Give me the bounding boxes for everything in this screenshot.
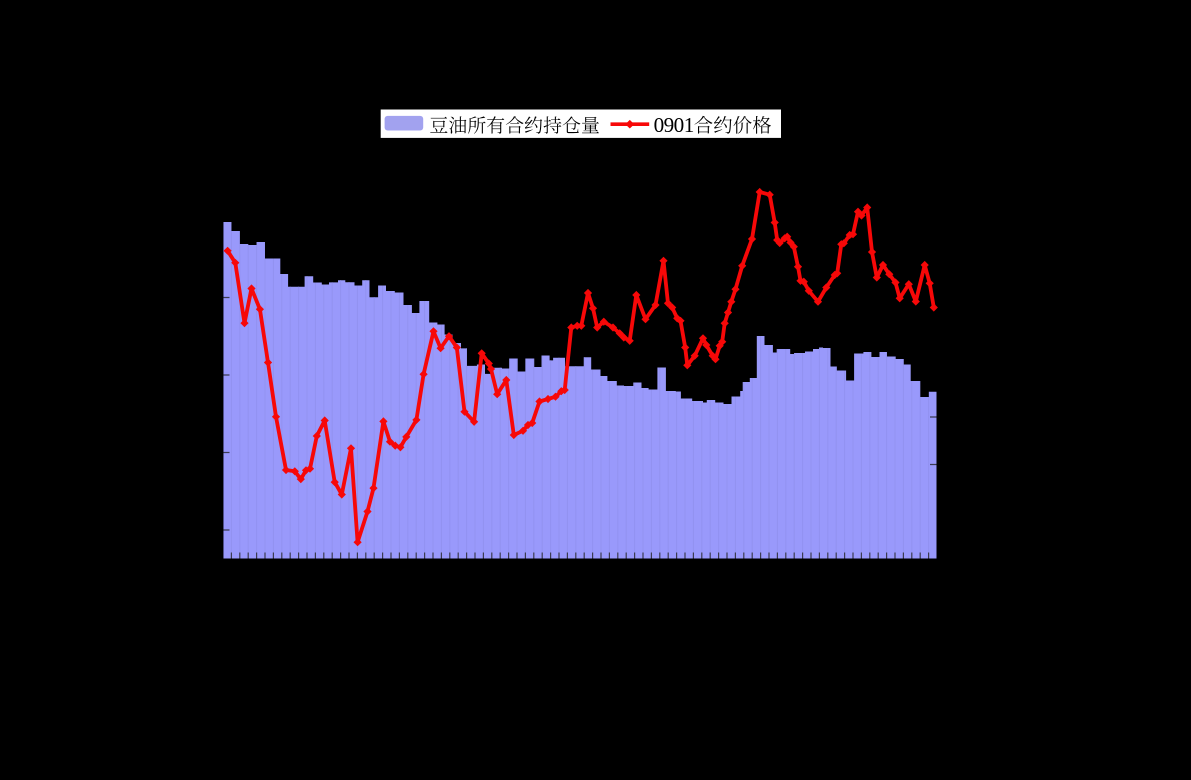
svg-text:0901: 0901 (654, 113, 694, 137)
